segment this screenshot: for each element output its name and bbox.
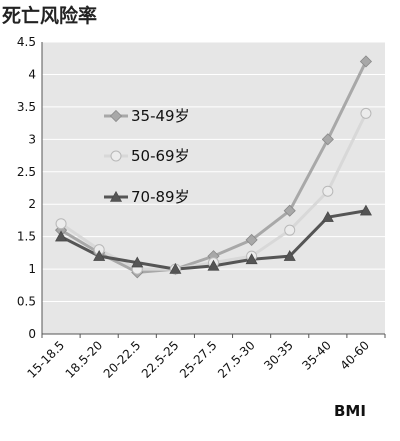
- x-tick-label: 18.5-20: [63, 338, 106, 381]
- x-tick-label: 20-22.5: [101, 338, 144, 381]
- data-point-series-3: [245, 253, 258, 265]
- data-point-series-3: [55, 230, 68, 242]
- y-tick-label: 1: [28, 262, 36, 276]
- chart-title: 死亡风险率: [2, 4, 97, 27]
- y-tick-label: 0: [28, 327, 36, 341]
- data-point-series-3: [131, 256, 144, 268]
- legend-marker-2: [110, 150, 122, 162]
- y-tick-label: 3: [28, 132, 36, 146]
- data-point-series-3: [321, 211, 334, 222]
- data-point-series-3: [207, 259, 220, 271]
- y-tick-label: 1.5: [17, 230, 36, 244]
- x-tick-label: 40-60: [338, 338, 373, 373]
- y-tick-label: 2.5: [17, 165, 36, 179]
- legend-label-1: 35-49岁: [131, 107, 190, 125]
- data-point-series-2: [55, 218, 67, 230]
- legend-marker-3: [109, 190, 123, 202]
- y-tick-label: 4.5: [17, 35, 36, 49]
- data-point-series-1: [283, 204, 296, 217]
- data-point-series-2: [360, 107, 372, 119]
- legend-label-3: 70-89岁: [131, 188, 190, 206]
- data-point-series-3: [169, 262, 182, 274]
- data-point-series-1: [359, 55, 373, 68]
- x-tick-label: 35-40: [299, 338, 334, 373]
- x-tick-label: 30-35: [261, 338, 296, 373]
- y-tick-label: 2: [28, 197, 36, 211]
- x-tick-label: 22.5-25: [139, 338, 182, 381]
- data-point-series-3: [359, 204, 372, 216]
- x-tick-label: 27.5-30: [215, 338, 258, 381]
- plot-background: [42, 42, 385, 334]
- y-tick-label: 0.5: [17, 295, 36, 309]
- legend-marker-1: [109, 109, 123, 123]
- data-point-series-1: [321, 133, 334, 146]
- data-point-series-2: [284, 224, 296, 236]
- y-tick-label: 3.5: [17, 100, 36, 114]
- plot-area: 0 0.5 1 1.5 2 2.5 3 3.5 4 4.5 15-18.518.5-2020-22.…: [17, 35, 386, 381]
- data-point-series-2: [322, 185, 334, 197]
- x-axis-label: BMI: [334, 402, 366, 420]
- y-tick-label: 4: [28, 67, 36, 81]
- legend-label-2: 50-69岁: [131, 147, 190, 165]
- data-point-series-3: [283, 250, 296, 261]
- data-point-series-3: [93, 250, 106, 261]
- x-tick-label: 15-18.5: [25, 338, 68, 381]
- x-tick-label: 25-27.5: [177, 338, 220, 381]
- data-point-series-1: [245, 233, 258, 246]
